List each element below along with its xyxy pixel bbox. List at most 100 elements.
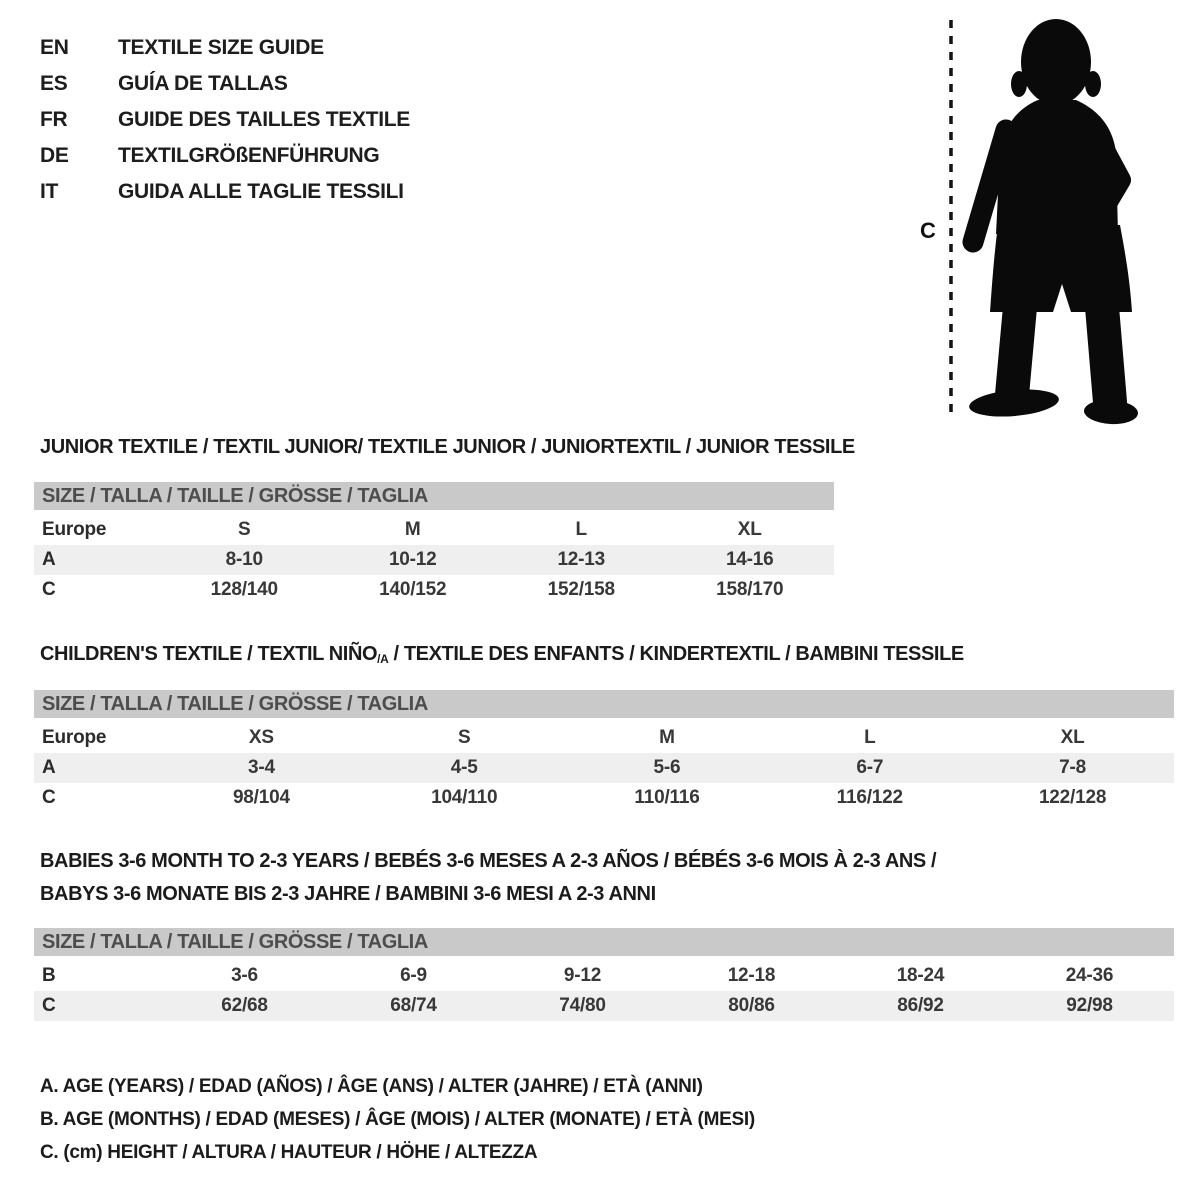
- silhouette-leg-right: [1085, 290, 1127, 419]
- height-value: 116/122: [836, 787, 903, 808]
- height-value: 80/86: [728, 995, 775, 1016]
- toddler-silhouette: [962, 19, 1138, 425]
- silhouette-foot-right: [1084, 399, 1138, 425]
- junior-age-row: A 8-10 10-12 12-13 14-16: [34, 545, 834, 575]
- age-value: 12-13: [557, 549, 606, 570]
- junior-size-table: SIZE / TALLA / TAILLE / GRÖSSE / TAGLIA …: [34, 482, 834, 605]
- silhouette-arm-right: [1082, 116, 1131, 222]
- language-row-en: EN TEXTILE SIZE GUIDE: [40, 30, 410, 66]
- language-code: IT: [40, 180, 59, 203]
- height-value: 104/110: [431, 787, 498, 808]
- height-value: 92/98: [1066, 995, 1113, 1016]
- age-value: 10-12: [388, 549, 437, 570]
- months-value: 9-12: [563, 965, 602, 986]
- silhouette-leg-left: [995, 290, 1037, 412]
- silhouette-head: [1021, 19, 1091, 105]
- language-code: DE: [40, 144, 69, 167]
- language-code: ES: [40, 72, 68, 95]
- babies-section-title-line2: BABYS 3-6 MONATE BIS 2-3 JAHRE / BAMBINI…: [40, 883, 656, 905]
- junior-region-row: Europe S M L XL: [34, 515, 834, 545]
- row-label: A: [42, 549, 56, 570]
- size-col: S: [457, 727, 471, 748]
- height-value: 140/152: [379, 579, 447, 600]
- months-value: 6-9: [400, 965, 427, 986]
- height-value: 98/104: [232, 787, 290, 808]
- footnotes: A. AGE (YEARS) / EDAD (AÑOS) / ÂGE (ANS)…: [40, 1070, 755, 1169]
- height-value: 122/128: [1038, 787, 1107, 808]
- size-col: XS: [248, 727, 274, 748]
- junior-section-title: JUNIOR TEXTILE / TEXTIL JUNIOR/ TEXTILE …: [40, 436, 855, 458]
- children-height-row: C 98/104 104/110 110/116 116/122 122/128: [34, 783, 1174, 813]
- row-label: B: [42, 965, 56, 986]
- height-value: 152/158: [547, 579, 615, 600]
- height-value: 158/170: [716, 579, 784, 600]
- children-size-header-bar: SIZE / TALLA / TAILLE / GRÖSSE / TAGLIA: [34, 690, 1174, 718]
- size-col: L: [575, 519, 588, 540]
- age-value: 4-5: [450, 757, 478, 778]
- size-col: XL: [1060, 727, 1085, 748]
- babies-size-table: SIZE / TALLA / TAILLE / GRÖSSE / TAGLIA …: [34, 928, 1174, 1021]
- junior-height-row: C 128/140 140/152 152/158 158/170: [34, 575, 834, 605]
- children-age-row: A 3-4 4-5 5-6 6-7 7-8: [34, 753, 1174, 783]
- age-value: 6-7: [856, 757, 884, 778]
- toddler-silhouette-figure: [949, 19, 1138, 425]
- height-value: 86/92: [897, 995, 944, 1016]
- language-label: GUIDE DES TAILLES TEXTILE: [118, 108, 410, 131]
- language-code: EN: [40, 36, 69, 59]
- silhouette-foot-left: [969, 389, 1059, 417]
- language-code: FR: [40, 108, 68, 131]
- language-label: TEXTILE SIZE GUIDE: [118, 36, 324, 59]
- age-value: 3-4: [247, 757, 275, 778]
- silhouette-arm-left: [962, 119, 1017, 253]
- height-value: 110/116: [634, 787, 700, 808]
- size-col: M: [659, 727, 675, 748]
- size-col: L: [864, 727, 876, 748]
- months-value: 12-18: [727, 965, 776, 986]
- row-label: C: [42, 995, 56, 1016]
- height-value: 68/74: [390, 995, 437, 1016]
- language-row-de: DE TEXTILGRÖßENFÜHRUNG: [40, 138, 410, 174]
- region-label: Europe: [42, 519, 107, 540]
- language-label: GUÍA DE TALLAS: [118, 72, 288, 95]
- silhouette-shorts: [990, 225, 1132, 312]
- size-col: XL: [737, 519, 762, 540]
- language-row-it: IT GUIDA ALLE TAGLIE TESSILI: [40, 174, 410, 210]
- silhouette-ear-left: [1011, 71, 1027, 97]
- height-value: 74/80: [559, 995, 606, 1016]
- babies-height-row: C 62/68 68/74 74/80 80/86 86/92 92/98: [34, 991, 1174, 1021]
- children-section-title: CHILDREN'S TEXTILE / TEXTIL NIÑO/A / TEX…: [40, 643, 964, 666]
- children-title-suffix: / TEXTILE DES ENFANTS / KINDERTEXTIL / B…: [388, 643, 965, 665]
- silhouette-ear-right: [1085, 71, 1101, 97]
- months-value: 18-24: [896, 965, 945, 986]
- children-title-prefix: CHILDREN'S TEXTILE / TEXTIL NIÑO: [40, 643, 378, 665]
- language-row-fr: FR GUIDE DES TAILLES TEXTILE: [40, 102, 410, 138]
- months-value: 3-6: [231, 965, 258, 986]
- row-label: C: [42, 579, 56, 600]
- footnote-a: A. AGE (YEARS) / EDAD (AÑOS) / ÂGE (ANS)…: [40, 1076, 703, 1097]
- babies-months-row: B 3-6 6-9 9-12 12-18 18-24 24-36: [34, 961, 1174, 991]
- age-value: 7-8: [1059, 757, 1087, 778]
- children-region-row: Europe XS S M L XL: [34, 723, 1174, 753]
- height-value: 128/140: [210, 579, 278, 600]
- language-legend: EN TEXTILE SIZE GUIDE ES GUÍA DE TALLAS …: [40, 30, 410, 210]
- babies-section-title-line1: BABIES 3-6 MONTH TO 2-3 YEARS / BEBÉS 3-…: [40, 850, 937, 872]
- babies-size-header-bar: SIZE / TALLA / TAILLE / GRÖSSE / TAGLIA: [34, 928, 1174, 956]
- language-row-es: ES GUÍA DE TALLAS: [40, 66, 410, 102]
- age-value: 5-6: [653, 757, 681, 778]
- height-value: 62/68: [221, 995, 268, 1016]
- size-col: M: [404, 519, 421, 540]
- age-value: 14-16: [725, 549, 774, 570]
- height-measure-label: C: [920, 218, 936, 243]
- age-value: 8-10: [225, 549, 263, 570]
- row-label: A: [42, 757, 56, 778]
- footnote-c: C. (cm) HEIGHT / ALTURA / HAUTEUR / HÖHE…: [40, 1142, 538, 1163]
- children-title-sub: /A: [377, 652, 389, 666]
- region-label: Europe: [42, 727, 107, 748]
- months-value: 24-36: [1065, 965, 1114, 986]
- size-col: S: [238, 519, 251, 540]
- row-label: C: [42, 787, 56, 808]
- junior-size-header-bar: SIZE / TALLA / TAILLE / GRÖSSE / TAGLIA: [34, 482, 834, 510]
- footnote-b: B. AGE (MONTHS) / EDAD (MESES) / ÂGE (MO…: [40, 1109, 755, 1130]
- language-label: GUIDA ALLE TAGLIE TESSILI: [118, 180, 404, 203]
- language-label: TEXTILGRÖßENFÜHRUNG: [118, 144, 380, 167]
